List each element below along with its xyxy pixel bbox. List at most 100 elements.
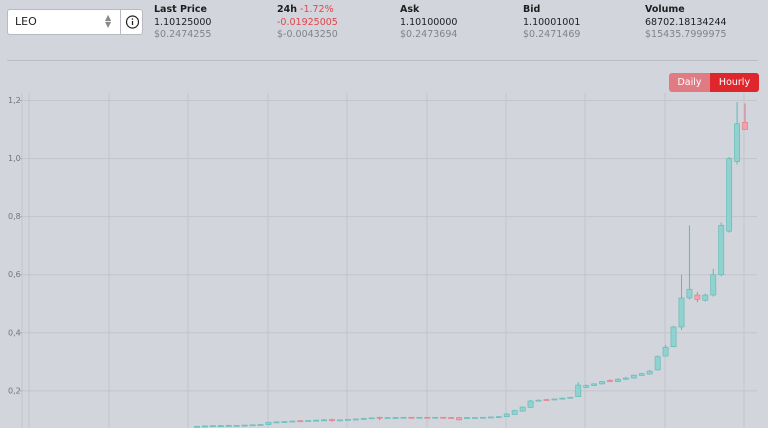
- candle-body: [487, 416, 494, 419]
- candle-body: [726, 158, 733, 232]
- candle-body: [313, 419, 320, 422]
- candle-body: [575, 384, 582, 397]
- candle-body: [654, 356, 661, 371]
- candle-body: [194, 425, 200, 428]
- y-tick-label: 1,2: [8, 96, 21, 105]
- candle-body: [567, 396, 574, 399]
- stat-bid: Bid 1.10001001 $0.2471469: [523, 4, 580, 42]
- y-tick-label: 0,6: [8, 270, 21, 279]
- select-caret: ▲ ▼: [105, 13, 112, 29]
- candle-body: [352, 418, 359, 421]
- candle-body: [630, 374, 637, 379]
- info-button[interactable]: [120, 10, 144, 34]
- stat-value: -0.01925005: [277, 16, 338, 28]
- candle-body: [257, 424, 264, 426]
- candle-body: [360, 418, 367, 420]
- candle-body: [440, 416, 447, 419]
- candle-body: [344, 418, 351, 421]
- candle-body: [392, 417, 399, 419]
- candle-body: [559, 397, 566, 400]
- candle-body: [368, 417, 375, 420]
- candle-body: [448, 417, 455, 419]
- daily-button[interactable]: Daily: [669, 73, 710, 92]
- candle-body: [337, 419, 343, 422]
- market-select-value: LEO: [15, 15, 37, 28]
- candle-body: [297, 420, 304, 423]
- stat-value: 1.10100000: [400, 16, 458, 28]
- candle-body: [662, 346, 669, 357]
- interval-toggle: Daily Hourly: [669, 73, 759, 92]
- candle-body: [527, 400, 534, 408]
- candle-body: [408, 416, 415, 419]
- candle-body: [543, 399, 550, 401]
- candle-body: [670, 326, 677, 348]
- stat-usd: $0.2473694: [400, 29, 458, 40]
- candle-body: [305, 420, 312, 422]
- stat-label: Last Price: [154, 4, 207, 15]
- candle-body: [495, 416, 502, 418]
- y-tick-label: 1,0: [8, 154, 21, 163]
- candle-body: [376, 416, 383, 419]
- candle-body: [742, 122, 748, 130]
- stat-label: Volume: [645, 4, 685, 15]
- candle-body: [710, 274, 717, 296]
- candle-body: [503, 413, 510, 417]
- candle-body: [718, 225, 725, 276]
- candle-body: [615, 378, 621, 382]
- candle-body: [464, 417, 470, 420]
- candle-body: [384, 417, 391, 419]
- candle-body: [424, 416, 431, 419]
- candle-body: [329, 419, 335, 422]
- stat-change: -1.72%: [300, 4, 334, 15]
- candle-body: [472, 417, 478, 419]
- candle-body: [400, 416, 407, 419]
- candle-body: [416, 416, 423, 419]
- candle-body: [646, 370, 653, 375]
- candle-body: [686, 288, 693, 299]
- candle-body: [622, 377, 629, 380]
- candle-body: [599, 381, 605, 385]
- candle-body: [511, 410, 518, 415]
- candle-body: [607, 380, 613, 382]
- vertical-grid: [28, 93, 745, 428]
- candle-body: [480, 416, 486, 419]
- candle-body: [678, 297, 685, 328]
- stat-label: Bid: [523, 4, 541, 15]
- candle-body: [734, 123, 740, 162]
- hourly-button[interactable]: Hourly: [710, 73, 759, 92]
- stat-label: Ask: [400, 4, 420, 15]
- candle-body: [241, 424, 248, 427]
- stat-usd: $0.2474255: [154, 29, 212, 40]
- candle-body: [583, 385, 590, 388]
- candle-body: [233, 425, 240, 427]
- candle-body: [217, 425, 224, 427]
- stat-usd: $15435.7999975: [645, 29, 727, 40]
- candle-body: [535, 399, 542, 402]
- stat-24h: 24h -1.72% -0.01925005 $-0.0043250: [277, 4, 338, 42]
- candle-body: [694, 294, 701, 300]
- stat-label: 24h: [277, 4, 297, 15]
- candle-body: [519, 406, 526, 412]
- candle-body: [702, 294, 709, 301]
- stat-value: 1.10001001: [523, 16, 581, 28]
- candle-body: [432, 416, 439, 419]
- market-select[interactable]: LEO ▲ ▼: [7, 9, 143, 35]
- candle-body: [281, 421, 288, 423]
- stat-volume: Volume 68702.18134244 $15435.7999975: [645, 4, 727, 42]
- y-tick-label: 0,2: [8, 386, 21, 395]
- candle-body: [273, 421, 280, 424]
- candle-body: [225, 425, 232, 427]
- candle-body: [249, 424, 256, 427]
- candle-body: [289, 420, 296, 423]
- separator: [7, 60, 758, 61]
- stat-ask: Ask 1.10100000 $0.2473694: [400, 4, 457, 42]
- candle-body: [321, 419, 327, 422]
- candle-body: [638, 373, 645, 376]
- candle-body: [551, 398, 558, 401]
- y-tick-label: 0,8: [8, 212, 21, 221]
- info-icon: [125, 15, 140, 29]
- stat-usd: $-0.0043250: [277, 29, 338, 40]
- candle-body: [209, 425, 216, 427]
